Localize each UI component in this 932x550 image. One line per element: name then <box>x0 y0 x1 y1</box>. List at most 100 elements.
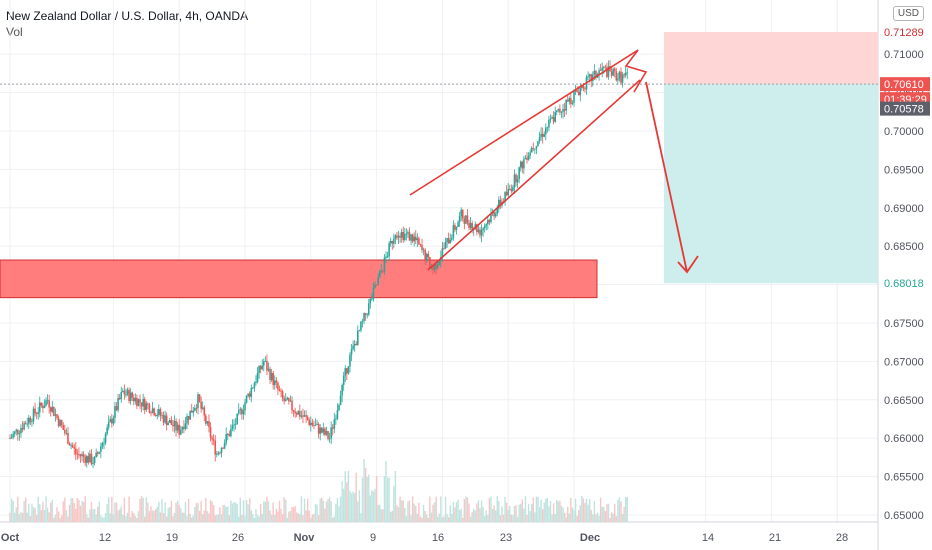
candle-body <box>118 397 121 400</box>
volume-bar <box>469 516 472 522</box>
volume-bar <box>604 511 607 522</box>
candle-body <box>510 188 513 192</box>
candle-body <box>104 433 107 443</box>
take-profit-zone[interactable] <box>664 84 878 284</box>
currency-button[interactable]: USD <box>892 6 924 21</box>
candle-body <box>205 415 207 424</box>
candle-body <box>523 159 525 169</box>
candle-body <box>604 66 607 68</box>
candle-body <box>87 456 90 463</box>
volume-bar <box>48 512 50 522</box>
candle-body <box>494 214 497 217</box>
candle-body <box>371 298 373 300</box>
candle-body <box>220 447 223 453</box>
volume-bar <box>573 510 575 522</box>
volume-bar <box>332 517 334 522</box>
candle-body <box>206 421 209 424</box>
candle-body <box>455 226 458 230</box>
volume-bar <box>216 514 218 522</box>
candle-body <box>521 161 524 169</box>
target-arrow-line[interactable] <box>645 81 688 273</box>
candle-body <box>13 431 16 434</box>
volume-bar <box>491 508 494 522</box>
volume-bar <box>391 510 393 522</box>
volume-bar <box>170 500 173 522</box>
volume-bar <box>484 516 486 522</box>
candle-body <box>552 117 555 122</box>
candle-body <box>237 410 240 414</box>
candle-body <box>12 433 14 438</box>
candle-body <box>339 395 342 406</box>
volume-bar <box>104 512 107 522</box>
candle-body <box>313 425 315 426</box>
price-tick-label: 0.71000 <box>884 49 924 61</box>
candle-body <box>297 411 300 415</box>
candle-body <box>195 407 198 409</box>
candle-body <box>123 390 126 395</box>
candle-body <box>197 394 199 409</box>
candle-body <box>479 229 481 236</box>
volume-bar <box>549 501 552 522</box>
wedge-upper-line[interactable] <box>409 49 639 196</box>
volume-bar <box>208 513 210 522</box>
time-tick-label: 28 <box>836 532 848 544</box>
time-tick-label: 16 <box>432 532 444 544</box>
candle-body <box>620 71 622 83</box>
volume-bar <box>479 508 481 522</box>
volume-bar <box>236 503 238 522</box>
volume-bar <box>574 498 577 522</box>
volume-bar <box>169 507 171 522</box>
volume-bar <box>234 502 237 522</box>
volume-bar <box>165 516 168 522</box>
stop-loss-zone[interactable] <box>664 32 878 85</box>
candle-body <box>73 447 76 449</box>
volume-bar <box>390 511 392 522</box>
candle-body <box>125 394 127 396</box>
candle-body <box>482 228 484 230</box>
candle-body <box>38 402 41 413</box>
candle-body <box>67 432 69 444</box>
volume-bar <box>108 497 110 522</box>
candle-body <box>344 368 347 376</box>
volume-bar <box>429 496 431 522</box>
volume-bar <box>380 509 382 522</box>
candle-body <box>562 109 564 112</box>
volume-bar <box>408 500 411 522</box>
volume-bar <box>614 503 616 522</box>
candle-body <box>269 368 271 381</box>
volume-bar <box>452 501 455 522</box>
support-zone[interactable] <box>0 259 598 299</box>
volume-bar <box>97 506 99 522</box>
candle-body <box>10 437 13 439</box>
price-tick-label: 0.66000 <box>884 433 924 445</box>
candle-body <box>537 141 539 147</box>
volume-bar <box>451 513 453 522</box>
volume-bar <box>579 505 581 522</box>
rising-wedge[interactable] <box>409 49 648 271</box>
candle-body <box>134 397 137 402</box>
candle-body <box>242 410 245 415</box>
volume-bar <box>540 499 542 522</box>
candle-body <box>582 85 585 89</box>
candle-body <box>54 414 57 416</box>
candle-body <box>317 423 320 434</box>
stop-price-badge-text: 0.71289 <box>884 27 924 39</box>
volume-bar <box>34 508 36 522</box>
candle-body <box>418 238 420 245</box>
volume-bar <box>37 496 39 522</box>
candle-body <box>364 313 367 315</box>
candle-body <box>198 394 201 402</box>
volume-bar <box>513 506 516 522</box>
wedge-lower-line[interactable] <box>427 79 641 271</box>
candle-body <box>375 284 378 286</box>
volume-bar <box>10 498 13 522</box>
volume-bar <box>98 501 100 522</box>
volume-bar <box>285 499 287 522</box>
volume-bar <box>516 516 519 522</box>
volume-bar <box>198 510 201 522</box>
volume-bar <box>527 504 530 522</box>
volume-bar <box>191 517 193 522</box>
candle-body <box>571 102 574 104</box>
price-tick-label: 0.69500 <box>884 164 924 176</box>
